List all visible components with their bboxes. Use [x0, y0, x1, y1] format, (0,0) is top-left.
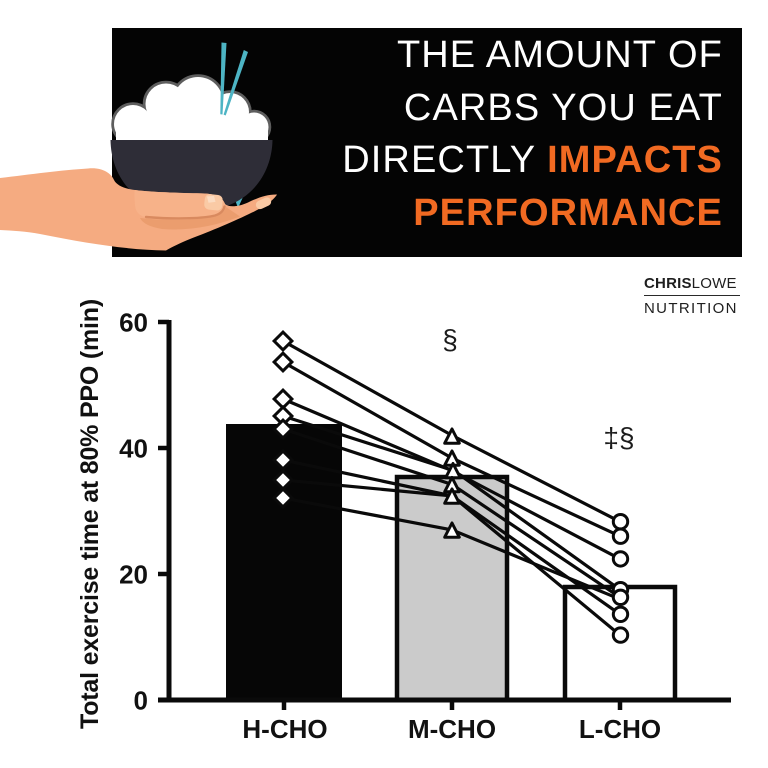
- svg-text:M-CHO: M-CHO: [408, 714, 496, 744]
- svg-text:§: §: [442, 324, 458, 355]
- svg-text:20: 20: [119, 560, 148, 590]
- svg-text:Total exercise time at 80% PPO: Total exercise time at 80% PPO (min): [76, 299, 104, 729]
- svg-text:‡§: ‡§: [603, 422, 634, 453]
- svg-text:0: 0: [134, 686, 148, 716]
- svg-text:H-CHO: H-CHO: [242, 714, 327, 744]
- svg-text:L-CHO: L-CHO: [579, 714, 661, 744]
- svg-text:40: 40: [119, 434, 148, 464]
- svg-text:60: 60: [119, 308, 148, 338]
